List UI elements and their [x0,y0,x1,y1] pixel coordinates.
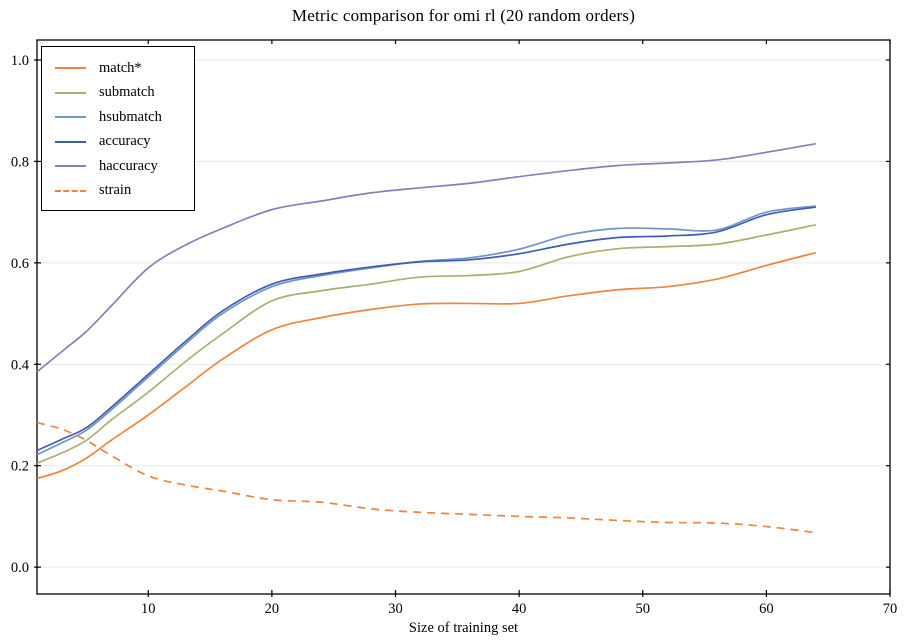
legend-item-match: match* [55,56,184,81]
x-tick-label: 10 [141,601,156,617]
y-tick-label: 1.0 [11,53,29,69]
series-line-strain [36,421,816,534]
series-line-haccuracy [36,142,816,373]
legend-line-swatch [55,140,86,143]
legend: match* submatch hsubmatch accuracy haccu… [41,46,195,211]
legend-label: submatch [99,84,155,101]
legend-label: accuracy [99,133,151,150]
y-tick-label: 0.2 [11,459,29,475]
legend-line-swatch [55,189,86,192]
legend-label: match* [99,59,142,76]
chart-title: Metric comparison for omi rl (20 random … [291,6,636,25]
series-line-hsubmatch [36,205,816,456]
legend-label: hsubmatch [99,108,162,125]
legend-label: haccuracy [99,157,158,174]
legend-line-swatch [55,116,86,119]
legend-item-haccuracy: haccuracy [55,154,184,179]
legend-line-swatch [55,67,86,70]
legend-item-submatch: submatch [55,81,184,106]
legend-label: strain [99,182,132,199]
x-tick-label: 40 [512,601,527,617]
y-tick-label: 0.0 [11,560,29,576]
legend-line-swatch [55,91,86,94]
x-axis-label: Size of training set [408,620,519,636]
x-tick-label: 70 [883,601,898,617]
x-tick-label: 20 [265,601,280,617]
y-tick-label: 0.8 [11,154,29,170]
legend-line-swatch [55,165,86,168]
series-line-submatch [36,224,817,464]
x-tick-label: 30 [388,601,403,617]
series-line-accuracy [36,206,816,452]
x-tick-label: 60 [759,601,774,617]
plot-border [36,39,891,595]
x-tick-label: 50 [636,601,651,617]
legend-item-accuracy: accuracy [55,130,184,155]
y-tick-label: 0.6 [11,256,29,272]
legend-item-hsubmatch: hsubmatch [55,105,184,130]
series-line-match [36,251,817,480]
y-tick-label: 0.4 [11,357,30,373]
legend-item-strain: strain [55,179,184,204]
